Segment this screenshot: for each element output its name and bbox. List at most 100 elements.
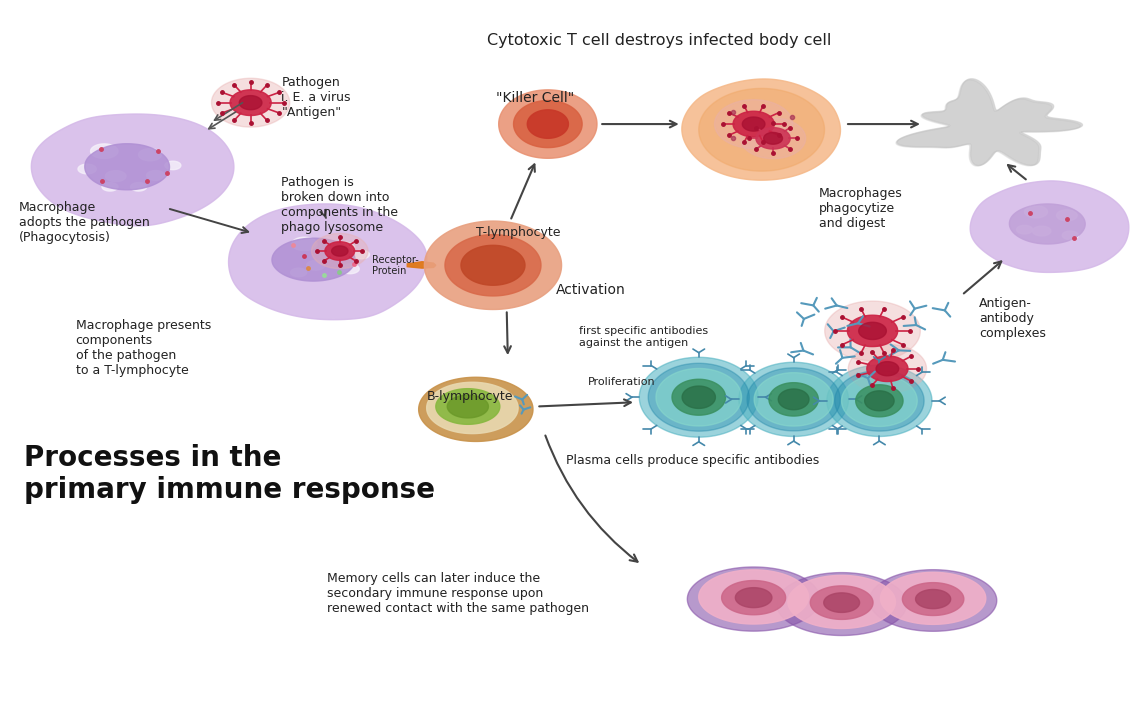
Polygon shape [325,242,354,261]
Polygon shape [699,570,809,624]
Polygon shape [292,237,317,251]
Polygon shape [756,127,791,149]
Polygon shape [461,246,525,285]
Polygon shape [165,161,181,170]
Text: Memory cells can later induce the
secondary immune response upon
renewed contact: Memory cells can later induce the second… [328,572,589,615]
Text: Macrophages
phagocytize
and digest: Macrophages phagocytize and digest [818,187,903,230]
Polygon shape [230,90,272,115]
Polygon shape [435,389,500,425]
Polygon shape [78,164,96,174]
Text: Activation: Activation [556,283,626,297]
Polygon shape [902,583,964,616]
Polygon shape [856,384,903,417]
Text: Pathogen is
broken down into
components in the
phago lysosome: Pathogen is broken down into components … [282,176,399,234]
Polygon shape [426,382,518,434]
Polygon shape [788,576,895,629]
Polygon shape [1017,226,1033,234]
Polygon shape [876,362,898,376]
Polygon shape [740,118,806,159]
Polygon shape [147,170,165,180]
Text: T-lymphocyte: T-lymphocyte [476,226,560,239]
Polygon shape [847,315,897,347]
Polygon shape [312,233,368,268]
Polygon shape [824,593,860,612]
Polygon shape [445,235,541,296]
Polygon shape [331,246,348,256]
Text: Receptor-
Protein: Receptor- Protein [372,255,419,276]
Text: first specific antibodies
against the antigen: first specific antibodies against the an… [579,326,708,347]
Polygon shape [131,183,147,191]
Polygon shape [826,365,932,437]
Polygon shape [307,261,325,270]
Polygon shape [212,78,290,127]
Polygon shape [340,264,359,274]
Polygon shape [1057,210,1077,221]
Polygon shape [649,363,749,431]
Text: Macrophage presents
components
of the pathogen
to a T-lymphocyte: Macrophage presents components of the pa… [76,319,211,377]
Polygon shape [407,262,435,268]
Polygon shape [777,573,906,636]
Polygon shape [1062,231,1078,240]
Polygon shape [31,114,234,226]
Text: B-lymphocyte: B-lymphocyte [426,390,513,403]
Polygon shape [639,357,759,437]
Polygon shape [688,567,819,632]
Polygon shape [733,111,775,137]
Polygon shape [715,100,793,148]
Polygon shape [866,356,908,382]
Polygon shape [139,149,162,161]
Text: Processes in the
primary immune response: Processes in the primary immune response [24,444,435,504]
Polygon shape [335,242,354,253]
Polygon shape [865,391,894,411]
Polygon shape [499,90,597,158]
Text: Antigen-
antibody
complexes: Antigen- antibody complexes [979,297,1045,340]
Text: Plasma cells produce specific antibodies: Plasma cells produce specific antibodies [566,454,819,468]
Polygon shape [228,204,426,320]
Text: Pathogen
i. E. a virus
"Antigen": Pathogen i. E. a virus "Antigen" [282,77,351,120]
Polygon shape [778,389,809,410]
Text: "Killer Cell": "Killer Cell" [496,90,574,105]
Polygon shape [656,369,741,426]
Polygon shape [870,570,997,632]
Polygon shape [834,370,924,431]
Polygon shape [841,375,917,427]
Polygon shape [769,382,818,416]
Polygon shape [848,344,926,393]
Text: Macrophage
adopts the pathogen
(Phagocytosis): Macrophage adopts the pathogen (Phagocyt… [18,201,149,244]
Polygon shape [105,170,126,182]
Polygon shape [722,581,786,615]
Polygon shape [763,132,783,144]
Polygon shape [424,221,562,309]
Polygon shape [880,572,986,624]
Polygon shape [971,181,1129,272]
Polygon shape [102,183,118,191]
Polygon shape [291,268,307,276]
Polygon shape [513,100,582,147]
Polygon shape [743,117,764,131]
Polygon shape [85,144,170,190]
Polygon shape [739,362,848,437]
Polygon shape [699,88,824,171]
Polygon shape [736,588,772,608]
Polygon shape [1025,205,1047,218]
Polygon shape [754,372,833,426]
Polygon shape [91,144,118,158]
Polygon shape [747,368,840,431]
Polygon shape [353,251,369,258]
Polygon shape [858,322,886,339]
Text: Proliferation: Proliferation [588,377,656,387]
Polygon shape [672,379,725,415]
Polygon shape [527,110,568,138]
Polygon shape [272,238,355,281]
Polygon shape [682,386,715,408]
Polygon shape [682,79,840,180]
Polygon shape [1010,204,1085,244]
Polygon shape [825,301,920,361]
Polygon shape [1033,226,1051,236]
Polygon shape [810,586,873,619]
Polygon shape [418,377,533,442]
Polygon shape [447,395,488,418]
Polygon shape [916,589,951,609]
Polygon shape [896,79,1081,166]
Polygon shape [240,96,262,110]
